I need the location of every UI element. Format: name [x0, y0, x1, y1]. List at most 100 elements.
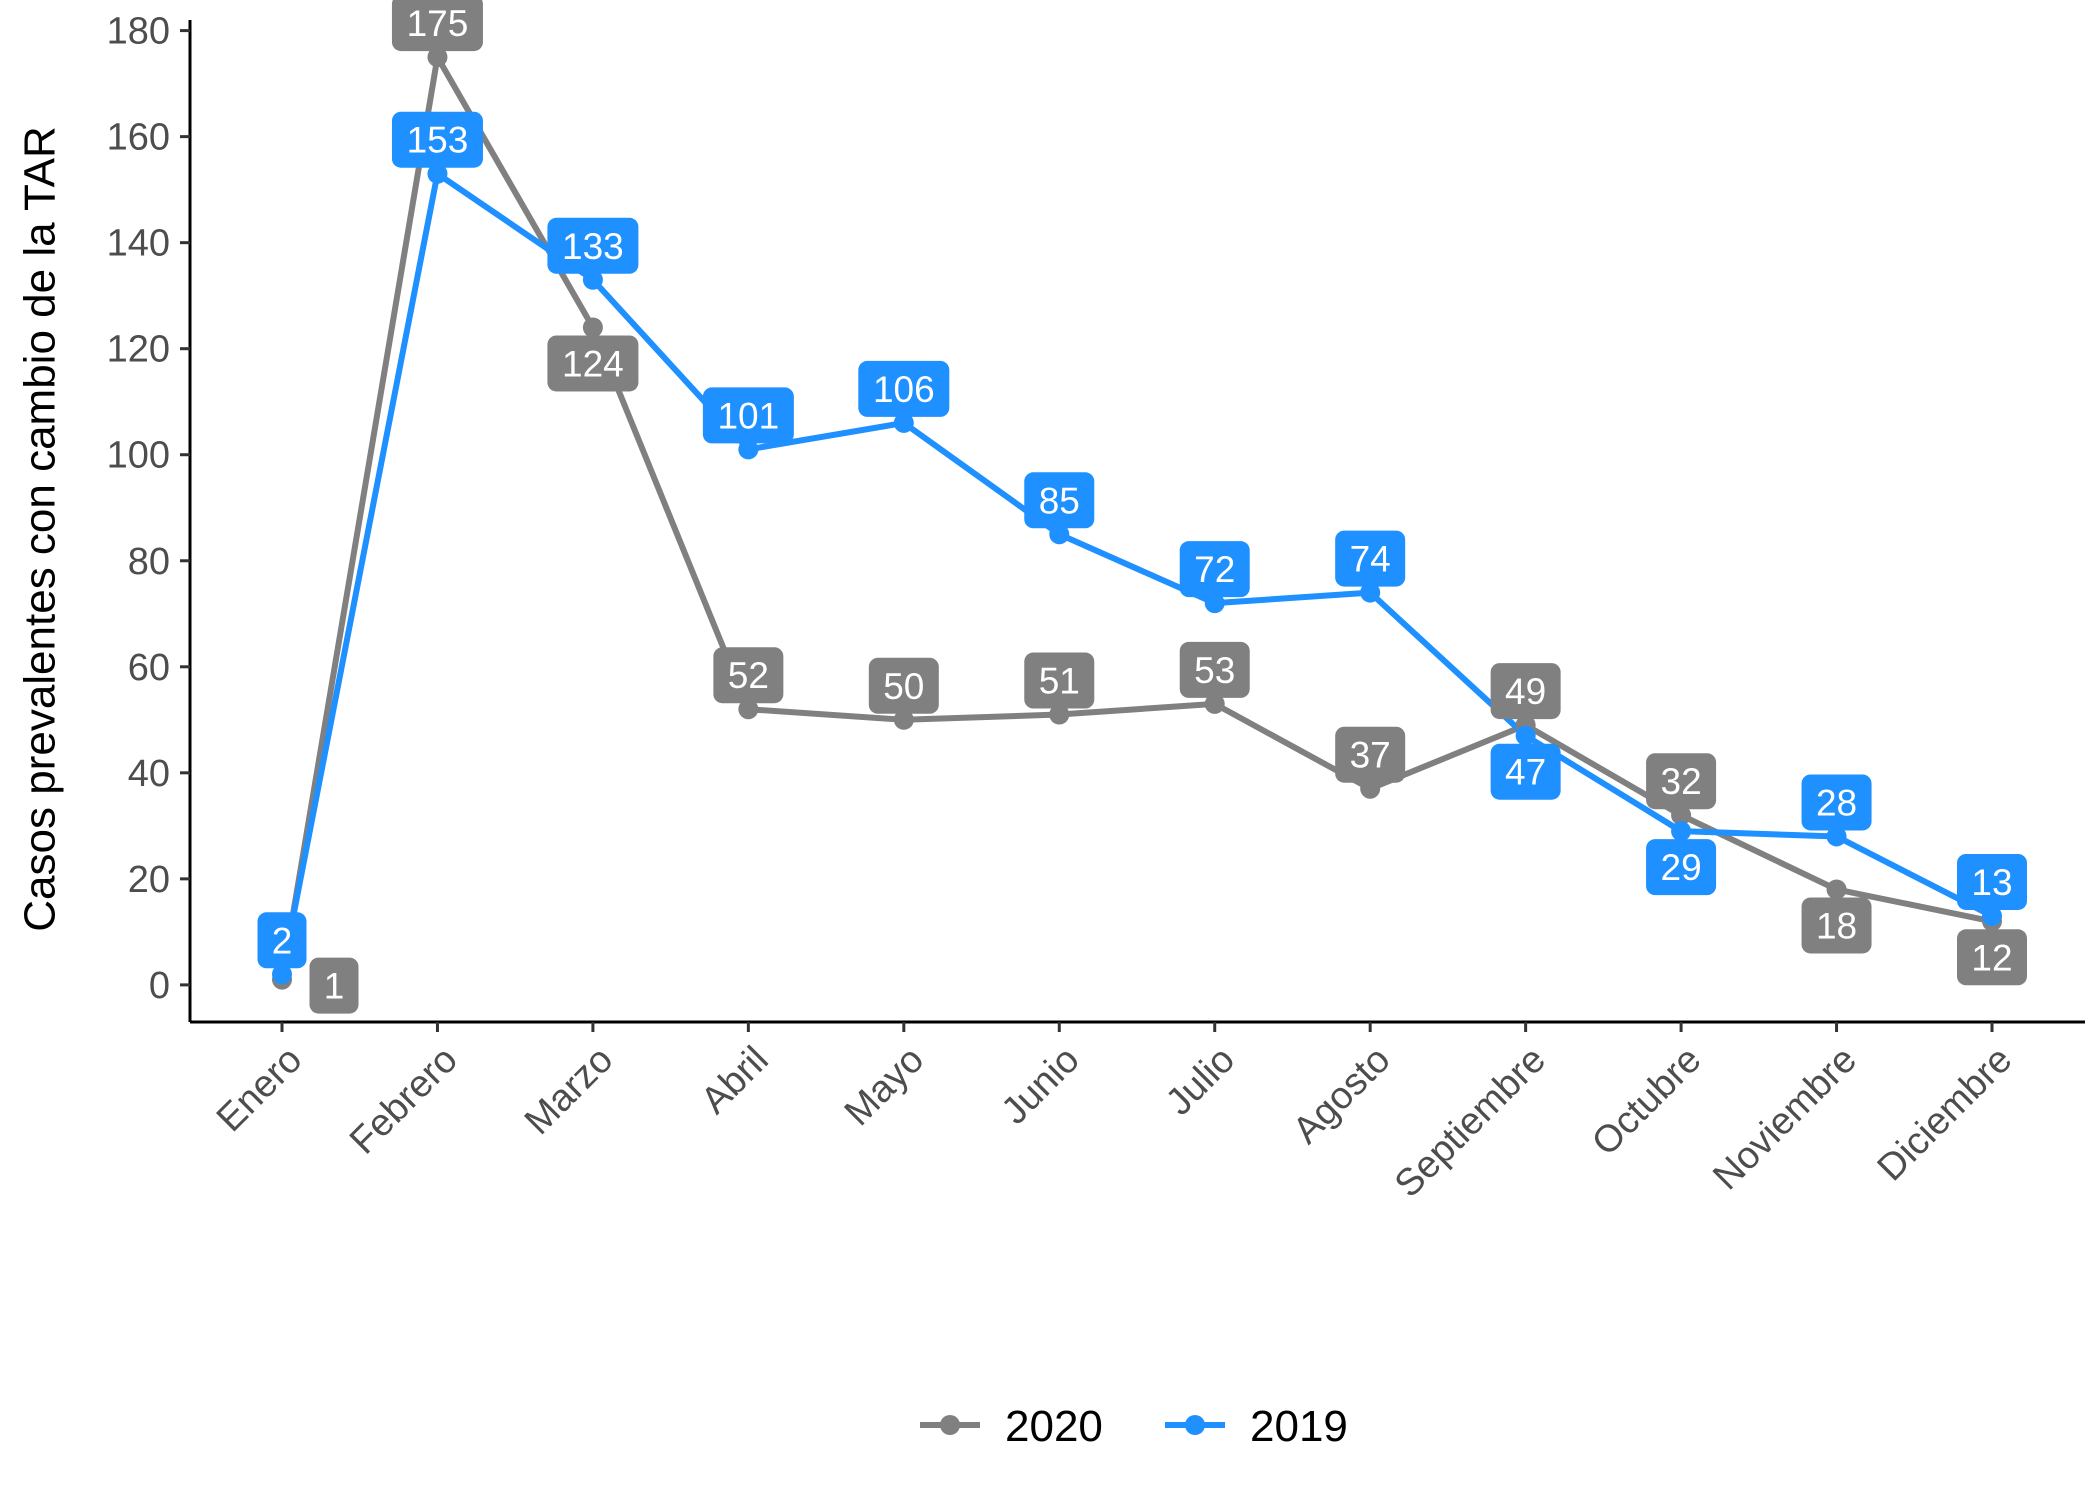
- data-label-box: [1490, 743, 1561, 800]
- series-points: [272, 47, 2002, 990]
- data-label-box: [1957, 929, 2027, 986]
- data-labels: 1 175 124 52 50 51 53 37 49 32 18 12 2 153 133 101 106 85…: [257, 0, 2027, 1014]
- x-tick-label: Noviembre: [1705, 1039, 1865, 1199]
- data-point-2019: [1826, 826, 1847, 847]
- data-label-text: 1: [324, 966, 345, 1007]
- data-label-box: [391, 111, 483, 168]
- y-tick-label: 20: [128, 859, 170, 901]
- data-label-text: 28: [1816, 782, 1857, 823]
- data-label-box: [1179, 541, 1250, 598]
- data-point-2020: [1671, 805, 1692, 826]
- data-label-box: [1490, 663, 1561, 720]
- data-label-text: 53: [1194, 650, 1235, 691]
- data-label-box: [391, 0, 483, 52]
- data-label-2020: 52: [713, 647, 784, 704]
- data-label-box: [1801, 897, 1872, 954]
- data-label-text: 153: [407, 120, 469, 161]
- axes: 0 20 40 60 80 100 120 140 160 180 Enero Febrero Marz…: [16, 11, 2085, 1206]
- legend: 2020 2019: [920, 1402, 1348, 1451]
- data-point-2019: [1671, 821, 1692, 842]
- data-point-2019: [738, 439, 759, 460]
- data-label-text: 72: [1194, 549, 1235, 590]
- y-tick-label: 100: [107, 435, 170, 477]
- legend-key-point: [940, 1415, 960, 1435]
- data-label-box: [257, 912, 307, 969]
- data-label-text: 51: [1039, 661, 1080, 702]
- data-label-box: [702, 387, 794, 444]
- data-point-2020: [427, 47, 448, 68]
- data-label-text: 175: [407, 3, 469, 44]
- legend-label: 2020: [1005, 1402, 1103, 1451]
- data-label-text: 49: [1505, 671, 1546, 712]
- data-label-2019: 28: [1801, 774, 1872, 831]
- y-tick-label: 80: [128, 541, 170, 583]
- data-label-box: [858, 360, 950, 417]
- x-tick-label: Junio: [994, 1039, 1088, 1133]
- data-label-2020: 1: [309, 957, 359, 1014]
- data-label-text: 52: [728, 655, 769, 696]
- data-label-text: 32: [1661, 761, 1702, 802]
- data-label-2020: 32: [1646, 753, 1717, 810]
- x-tick-label: Diciembre: [1870, 1039, 2021, 1190]
- data-point-2019: [1982, 905, 2002, 926]
- data-point-2020: [1360, 778, 1381, 799]
- data-point-2020: [582, 317, 603, 338]
- data-label-text: 50: [883, 666, 924, 707]
- data-label-2019: 2: [257, 912, 307, 969]
- data-label-2020: 12: [1957, 929, 2027, 986]
- series-lines: [279, 54, 1995, 983]
- x-tick-label: Mayo: [837, 1039, 932, 1134]
- y-tick-label: 120: [107, 329, 170, 371]
- data-label-box: [1024, 652, 1095, 709]
- data-point-2020: [1826, 879, 1847, 900]
- data-point-2019: [1204, 593, 1225, 614]
- data-label-text: 74: [1350, 539, 1391, 580]
- data-label-box: [868, 657, 939, 714]
- series-line-2019: [279, 170, 1995, 978]
- y-tick-label: 60: [128, 647, 170, 689]
- data-label-box: [1957, 853, 2027, 910]
- legend-label: 2019: [1250, 1402, 1348, 1451]
- legend-key-point: [1185, 1415, 1205, 1435]
- data-label-box: [1646, 753, 1717, 810]
- x-tick-label: Marzo: [517, 1039, 621, 1143]
- data-label-text: 29: [1661, 847, 1702, 888]
- data-label-box: [547, 335, 639, 392]
- data-label-2019: 47: [1490, 743, 1561, 800]
- data-point-2020: [893, 709, 914, 730]
- data-point-2019: [427, 163, 448, 184]
- y-tick-label: 180: [107, 11, 170, 53]
- y-axis-title: Casos prevalentes con cambio de la TAR: [16, 126, 65, 931]
- data-point-2020: [1049, 704, 1070, 725]
- x-tick-label: Septiembre: [1387, 1039, 1554, 1206]
- series-line-2020: [279, 54, 1995, 983]
- data-point-2019: [893, 412, 914, 433]
- data-label-box: [713, 647, 784, 704]
- data-label-text: 18: [1816, 905, 1857, 946]
- data-label-2019: 74: [1335, 530, 1406, 587]
- data-label-box: [1335, 530, 1406, 587]
- data-label-2020: 51: [1024, 652, 1095, 709]
- data-label-2020: 124: [547, 335, 639, 392]
- x-tick-label: Febrero: [342, 1039, 466, 1163]
- data-label-text: 37: [1350, 735, 1391, 776]
- data-label-2020: 50: [868, 657, 939, 714]
- data-point-2020: [1204, 693, 1225, 714]
- data-label-box: [1646, 839, 1717, 896]
- data-label-2019: 106: [858, 360, 950, 417]
- data-label-box: [309, 957, 359, 1014]
- data-label-2020: 53: [1179, 641, 1250, 698]
- data-label-text: 47: [1505, 752, 1546, 793]
- data-label-2020: 37: [1335, 726, 1406, 783]
- data-label-box: [1024, 472, 1095, 529]
- data-label-2019: 29: [1646, 839, 1717, 896]
- data-label-box: [1335, 726, 1406, 783]
- y-tick-label: 140: [107, 223, 170, 265]
- y-tick-label: 40: [128, 753, 170, 795]
- data-label-2019: 101: [702, 387, 794, 444]
- data-label-text: 2: [272, 920, 293, 961]
- data-label-box: [1179, 641, 1250, 698]
- data-label-2020: 175: [391, 0, 483, 52]
- data-point-2019: [1360, 582, 1381, 603]
